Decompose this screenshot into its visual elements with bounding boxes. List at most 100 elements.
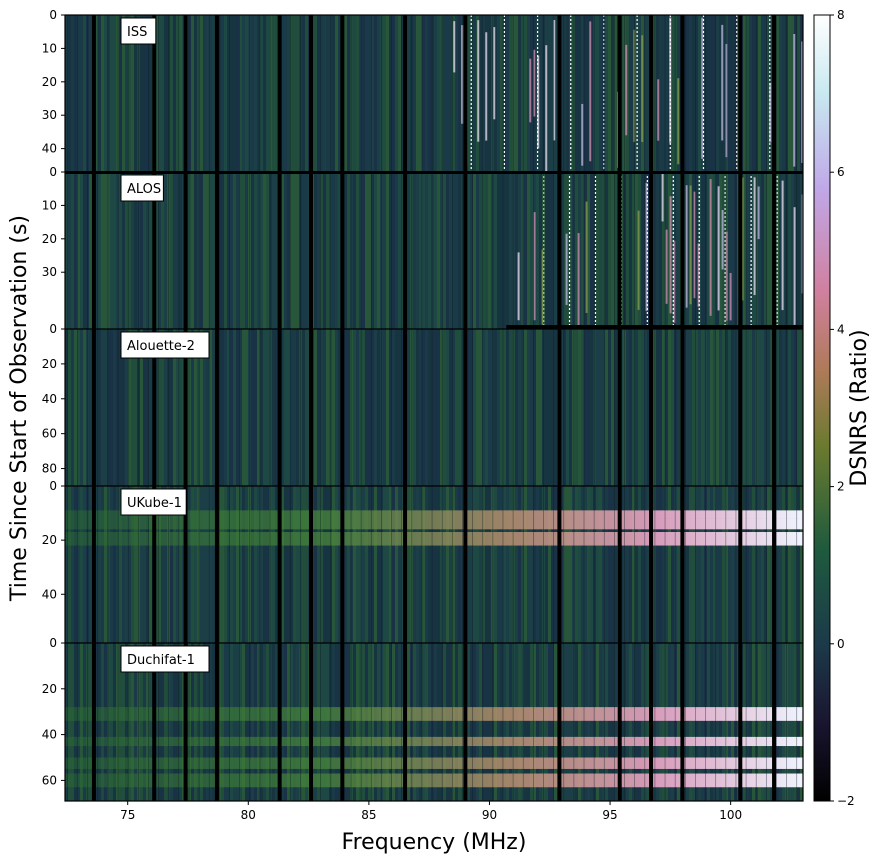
plot-frame	[64, 14, 804, 802]
noise-column	[122, 15, 125, 172]
noise-column	[110, 486, 113, 643]
noise-column	[131, 486, 134, 643]
flagged-channel	[772, 15, 777, 801]
noise-column	[257, 329, 260, 486]
noise-column	[530, 172, 533, 329]
noise-column	[317, 643, 320, 801]
noise-column	[194, 15, 197, 172]
noise-column	[179, 486, 182, 643]
noise-column	[644, 643, 647, 801]
noise-column	[176, 15, 179, 172]
noise-column	[188, 15, 191, 172]
noise-column	[125, 172, 128, 329]
burst-streak	[697, 243, 700, 307]
noise-column	[359, 486, 362, 643]
noise-column	[602, 329, 605, 486]
noise-column	[707, 486, 710, 643]
noise-column	[263, 172, 266, 329]
noise-column	[560, 486, 563, 643]
noise-column	[254, 486, 257, 643]
y-tick-label: 60	[42, 773, 57, 787]
noise-column	[434, 172, 437, 329]
noise-column	[383, 643, 386, 801]
noise-column	[437, 329, 440, 486]
noise-column	[296, 486, 299, 643]
noise-column	[455, 329, 458, 486]
flagged-channel	[680, 15, 685, 801]
noise-column	[122, 643, 125, 801]
noise-column	[362, 643, 365, 801]
noise-column	[254, 15, 257, 172]
noise-column	[515, 486, 518, 643]
noise-column	[164, 172, 167, 329]
noise-column	[713, 643, 716, 801]
noise-column	[386, 15, 389, 172]
noise-column	[563, 172, 566, 329]
noise-column	[107, 329, 110, 486]
noise-column	[221, 486, 224, 643]
x-axis-title: Frequency (MHz)	[342, 830, 527, 855]
noise-column	[344, 643, 347, 801]
noise-column	[512, 643, 515, 801]
noise-column	[143, 643, 146, 801]
noise-column	[125, 486, 128, 643]
noise-column	[143, 15, 146, 172]
burst-streak	[641, 35, 644, 143]
noise-column	[791, 15, 794, 172]
noise-column	[389, 15, 392, 172]
noise-column	[683, 15, 686, 172]
noise-column	[692, 15, 695, 172]
noise-column	[599, 643, 602, 801]
noise-column	[395, 15, 398, 172]
noise-column	[245, 643, 248, 801]
noise-column	[569, 643, 572, 801]
noise-column	[389, 329, 392, 486]
noise-column	[74, 486, 77, 643]
noise-column	[608, 329, 611, 486]
noise-column	[347, 329, 350, 486]
noise-column	[314, 643, 317, 801]
noise-column	[200, 172, 203, 329]
noise-column	[170, 329, 173, 486]
noise-column	[263, 643, 266, 801]
noise-column	[398, 172, 401, 329]
noise-column	[128, 15, 131, 172]
noise-column	[398, 15, 401, 172]
noise-column	[725, 329, 728, 486]
noise-column	[344, 486, 347, 643]
noise-column	[320, 643, 323, 801]
noise-column	[344, 329, 347, 486]
noise-column	[71, 329, 74, 486]
noise-column	[440, 15, 443, 172]
noise-column	[74, 643, 77, 801]
noise-column	[119, 329, 122, 486]
noise-column	[140, 172, 143, 329]
noise-column	[209, 643, 212, 801]
noise-column	[368, 172, 371, 329]
noise-column	[707, 329, 710, 486]
noise-column	[110, 329, 113, 486]
noise-column	[347, 172, 350, 329]
noise-column	[770, 643, 773, 801]
noise-column	[317, 329, 320, 486]
noise-column	[116, 172, 119, 329]
noise-column	[323, 15, 326, 172]
noise-column	[428, 329, 431, 486]
noise-column	[425, 172, 428, 329]
noise-column	[266, 15, 269, 172]
noise-column	[305, 329, 308, 486]
noise-column	[194, 486, 197, 643]
noise-column	[638, 486, 641, 643]
noise-column	[413, 486, 416, 643]
noise-column	[239, 643, 242, 801]
noise-column	[584, 15, 587, 172]
noise-column	[713, 15, 716, 172]
noise-column	[197, 643, 200, 801]
noise-column	[554, 329, 557, 486]
noise-column	[251, 172, 254, 329]
noise-column	[614, 172, 617, 329]
noise-column	[488, 643, 491, 801]
y-tick-label: 0	[49, 165, 57, 179]
emission-band	[65, 518, 803, 530]
noise-column	[638, 643, 641, 801]
